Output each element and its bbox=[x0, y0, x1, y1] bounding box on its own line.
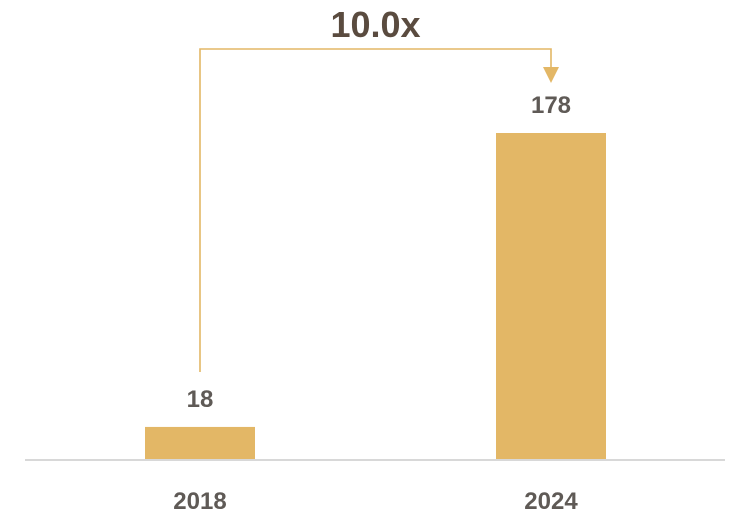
x-tick-label-2018: 2018 bbox=[173, 488, 226, 515]
bars-layer bbox=[145, 133, 606, 460]
bar-2018 bbox=[145, 426, 255, 460]
bar-2024 bbox=[496, 133, 606, 460]
growth-multiplier-label: 10.0x bbox=[330, 4, 420, 45]
data-label-2024: 178 bbox=[531, 92, 571, 119]
x-tick-label-2024: 2024 bbox=[524, 488, 578, 515]
growth-bracket-line bbox=[199, 48, 552, 372]
data-label-2018: 18 bbox=[187, 386, 214, 413]
labels-layer: 18 2018 178 2024 bbox=[173, 92, 578, 515]
growth-annotation: 10.0x bbox=[199, 4, 559, 372]
growth-arrowhead-icon bbox=[543, 67, 559, 83]
